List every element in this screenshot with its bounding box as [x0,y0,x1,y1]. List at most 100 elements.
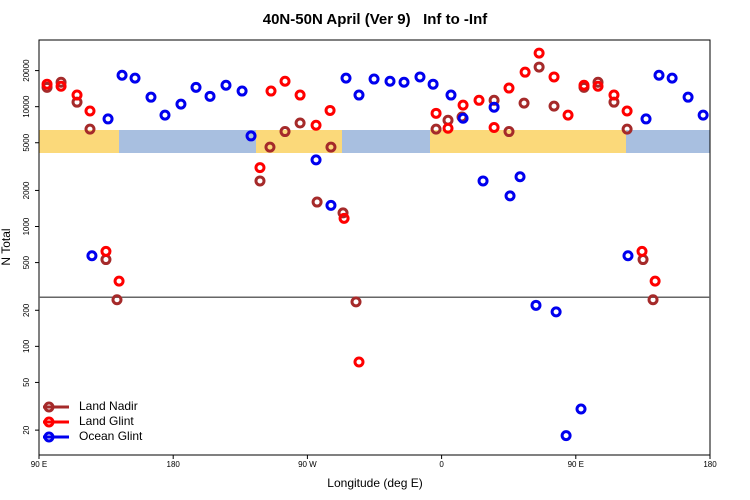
data-point [325,141,337,153]
data-point [254,162,266,174]
data-point [55,80,67,92]
data-point [236,85,248,97]
data-point [159,109,171,121]
data-point [562,109,574,121]
data-point [71,89,83,101]
data-point [325,199,337,211]
data-point [560,430,572,442]
x-tick-label: 0 [439,460,444,469]
data-point [445,89,457,101]
data-point [682,91,694,103]
data-point [578,79,590,91]
legend-label: Land Nadir [79,399,138,413]
data-point [592,76,604,88]
data-point [254,175,266,187]
data-point [697,109,709,121]
data-point [457,99,469,111]
data-point [279,75,291,87]
data-point [294,89,306,101]
x-tick-label: 180 [167,460,181,469]
data-point [533,61,545,73]
data-point [368,73,380,85]
legend-label: Land Glint [79,414,134,428]
y-tick-label: 2000 [22,181,31,199]
legend-marker [43,401,55,413]
data-point [548,100,560,112]
data-point [204,90,216,102]
map-band [39,130,710,153]
data-point [640,113,652,125]
data-point [102,113,114,125]
y-tick-label: 200 [22,303,31,317]
data-point [398,76,410,88]
y-tick-label: 5000 [22,133,31,151]
x-tick-label: 90 W [298,460,317,469]
data-point [621,105,633,117]
data-point [245,130,257,142]
data-point [427,78,439,90]
data-point [533,47,545,59]
plot-frame [38,39,711,456]
data-point [608,89,620,101]
data-point [653,69,665,81]
map-land [39,130,119,153]
y-tick-label: 1000 [22,217,31,235]
data-point [550,306,562,318]
data-point [666,72,678,84]
data-point [310,154,322,166]
data-point [430,123,442,135]
data-point [113,275,125,287]
data-point [504,190,516,202]
data-point [220,79,232,91]
data-point [488,122,500,134]
data-point [503,126,515,138]
data-point [350,296,362,308]
y-tick-label: 100 [22,339,31,353]
data-point [649,275,661,287]
legend-marker [43,431,55,443]
y-tick-label: 10000 [22,95,31,118]
data-point [145,91,157,103]
x-tick-label: 90 E [31,460,47,469]
data-point [518,97,530,109]
x-axis-label: Longitude (deg E) [327,476,422,490]
data-point [353,356,365,368]
data-point [548,71,560,83]
data-point [636,245,648,257]
y-tick-label: 20 [22,425,31,434]
data-point [337,207,349,219]
map-land [256,130,342,153]
data-point [264,141,276,153]
data-point [294,117,306,129]
data-point [647,294,659,306]
data-point [430,107,442,119]
data-point [530,299,542,311]
data-point [592,80,604,92]
y-tick-label: 500 [22,255,31,269]
data-point [55,76,67,88]
y-axis-label: N Total [0,228,13,265]
data-point [477,175,489,187]
data-point [41,78,53,90]
data-point [310,119,322,131]
data-point [100,245,112,257]
x-tick-label: 180 [703,460,717,469]
data-point [175,98,187,110]
y-tick-label: 20000 [22,59,31,82]
data-point [340,72,352,84]
data-point [575,403,587,415]
data-point [111,294,123,306]
data-point [84,123,96,135]
data-point [190,81,202,93]
data-point [265,85,277,97]
data-point [116,69,128,81]
x-tick-label: 90 E [568,460,584,469]
y-tick-label: 50 [22,377,31,386]
data-point [129,72,141,84]
chart-title: 40N-50N April (Ver 9) Inf to -Inf [263,11,488,28]
data-point [311,196,323,208]
data-point [86,250,98,262]
